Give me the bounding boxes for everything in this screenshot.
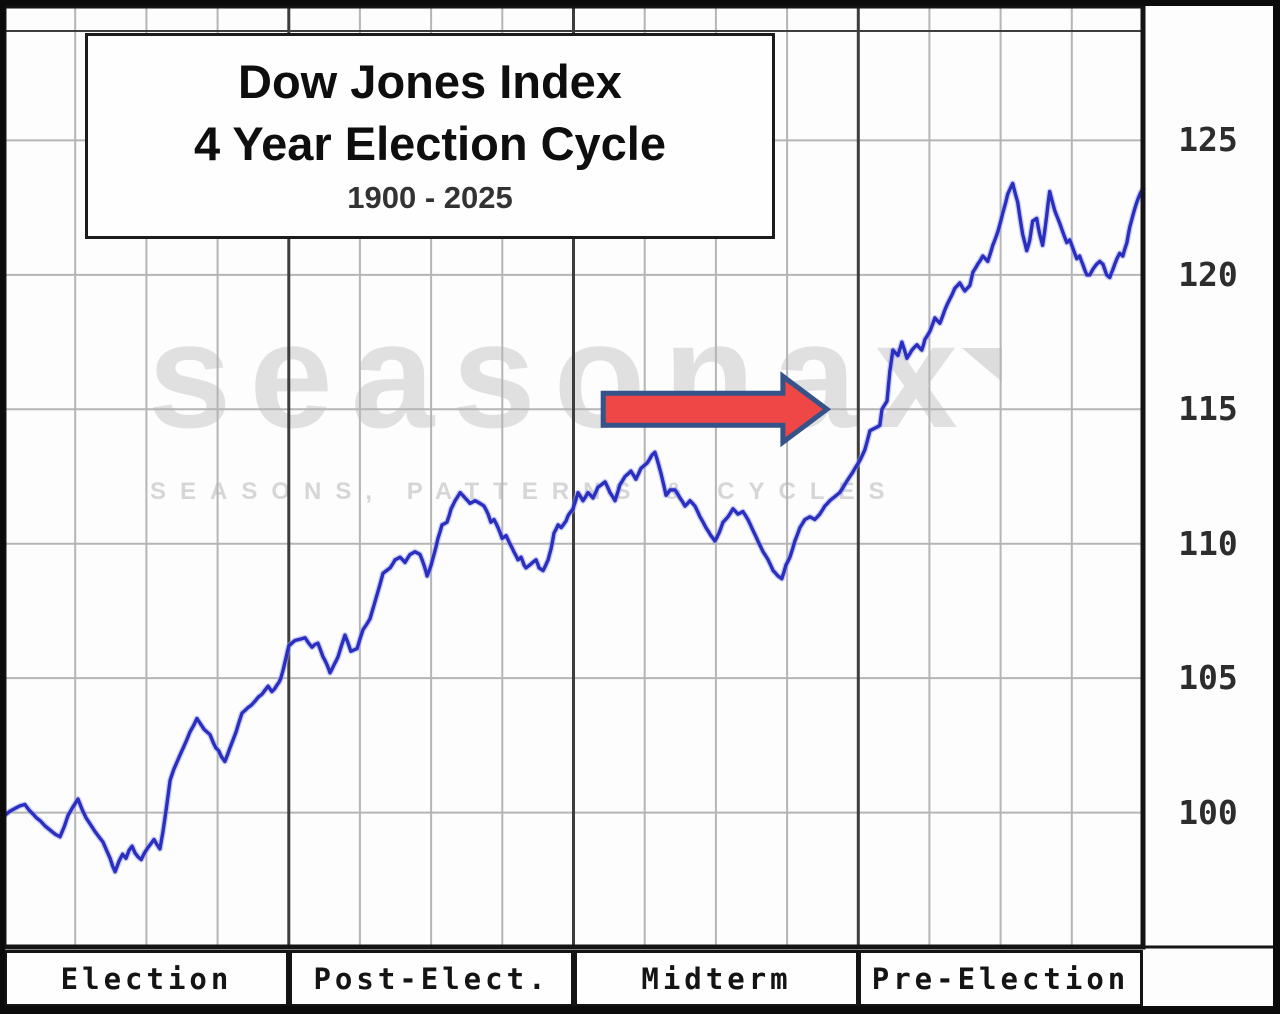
chart-title-line1: Dow Jones Index bbox=[238, 55, 622, 108]
y-axis-label: 125 bbox=[1178, 120, 1238, 159]
title-box: Dow Jones Index 4 Year Election Cycle 19… bbox=[85, 33, 775, 239]
y-axis-label: 120 bbox=[1178, 255, 1238, 294]
x-section-label: Post-Elect. bbox=[289, 950, 574, 1007]
y-axis-label: 110 bbox=[1178, 524, 1238, 563]
data-line bbox=[3, 181, 1145, 874]
x-section-label: Pre-Election bbox=[858, 950, 1143, 1007]
watermark-tagline: SEASONS, PATTERNS & CYCLES bbox=[150, 478, 899, 505]
chart-title-date-range: 1900 - 2025 bbox=[347, 180, 513, 215]
y-axis-label: 105 bbox=[1178, 658, 1238, 697]
y-axis-label: 100 bbox=[1178, 793, 1238, 832]
trend-arrow bbox=[600, 371, 832, 448]
watermark-triangle-icon bbox=[962, 348, 1002, 382]
x-section-label: Midterm bbox=[574, 950, 859, 1007]
chart-title-line2: 4 Year Election Cycle bbox=[193, 117, 667, 170]
x-section-label: Election bbox=[4, 950, 289, 1007]
y-axis: 125 120 115 110 105 100 bbox=[1152, 0, 1264, 1014]
watermark-text: seasonax bbox=[148, 291, 976, 459]
y-axis-label: 115 bbox=[1178, 389, 1238, 428]
